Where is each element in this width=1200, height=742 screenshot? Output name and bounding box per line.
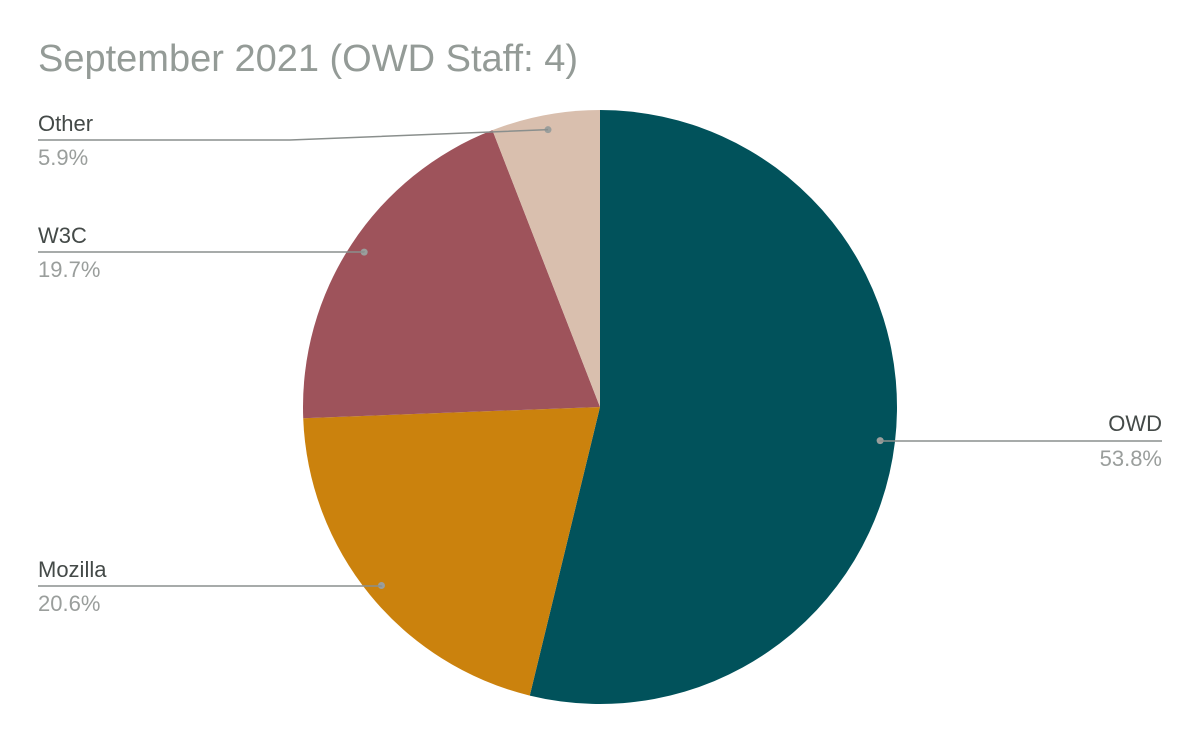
pie-slice-other — [492, 110, 600, 407]
leader-lines — [38, 126, 1162, 589]
pie-slices — [303, 110, 897, 704]
pie-slice-mozilla — [303, 407, 600, 696]
slice-labels: OWD 53.8% Mozilla 20.6% W3C 19.7% Other 5.9% — [38, 111, 1162, 616]
leader-line-mozilla — [38, 585, 383, 587]
slice-percent-mozilla: 20.6% — [38, 591, 100, 616]
slice-label-owd: OWD — [1108, 411, 1162, 436]
slice-percent-w3c: 19.7% — [38, 257, 100, 282]
slice-percent-owd: 53.8% — [1100, 446, 1162, 471]
pie-slice-owd — [529, 110, 897, 704]
slice-percent-other: 5.9% — [38, 145, 88, 170]
chart-title: September 2021 (OWD Staff: 4) — [38, 38, 578, 80]
slice-label-w3c: W3C — [38, 223, 87, 248]
pie-slice-w3c — [303, 130, 600, 419]
leader-line-other — [38, 128, 549, 141]
slice-label-other: Other — [38, 111, 93, 136]
slice-label-mozilla: Mozilla — [38, 557, 107, 582]
